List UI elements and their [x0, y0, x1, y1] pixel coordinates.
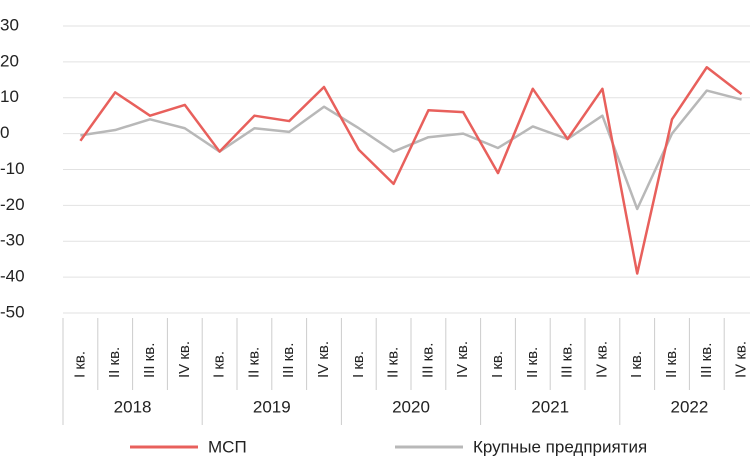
x-tick-label: III кв.: [280, 343, 297, 378]
x-tick-label: I кв.: [628, 351, 645, 378]
year-label: 2020: [392, 397, 430, 416]
x-tick-label: IV кв.: [593, 341, 610, 378]
x-tick-label: III кв.: [141, 343, 158, 378]
x-tick-label: IV кв.: [454, 341, 471, 378]
x-tick-label: II кв.: [524, 347, 541, 378]
legend-label: МСП: [208, 437, 247, 456]
y-tick-label: 30: [0, 15, 19, 34]
y-tick-label: -20: [0, 195, 25, 214]
y-tick-label: 0: [0, 123, 9, 142]
series-line: [79, 66, 743, 275]
year-label: 2022: [670, 397, 708, 416]
x-tick-label: IV кв.: [315, 341, 332, 378]
y-tick-label: -50: [0, 302, 25, 321]
y-tick-label: -40: [0, 267, 25, 286]
x-tick-label: I кв.: [350, 351, 367, 378]
x-tick-label: II кв.: [106, 347, 123, 378]
x-tick-label: I кв.: [211, 351, 228, 378]
x-tick-label: IV кв.: [733, 341, 750, 378]
year-label: 2018: [114, 397, 152, 416]
x-tick-label: II кв.: [663, 347, 680, 378]
year-label: 2021: [531, 397, 569, 416]
x-tick-label: I кв.: [71, 351, 88, 378]
x-tick-label: II кв.: [245, 347, 262, 378]
x-tick-label: III кв.: [419, 343, 436, 378]
y-tick-label: 20: [0, 51, 19, 70]
y-tick-label: -30: [0, 231, 25, 250]
legend-label: Крупные предприятия: [473, 437, 647, 456]
x-tick-label: I кв.: [489, 351, 506, 378]
x-tick-label: III кв.: [698, 343, 715, 378]
year-label: 2019: [253, 397, 291, 416]
x-tick-label: III кв.: [559, 343, 576, 378]
y-tick-label: 10: [0, 87, 19, 106]
x-tick-label: II кв.: [385, 347, 402, 378]
x-tick-label: IV кв.: [176, 341, 193, 378]
y-tick-label: -10: [0, 159, 25, 178]
